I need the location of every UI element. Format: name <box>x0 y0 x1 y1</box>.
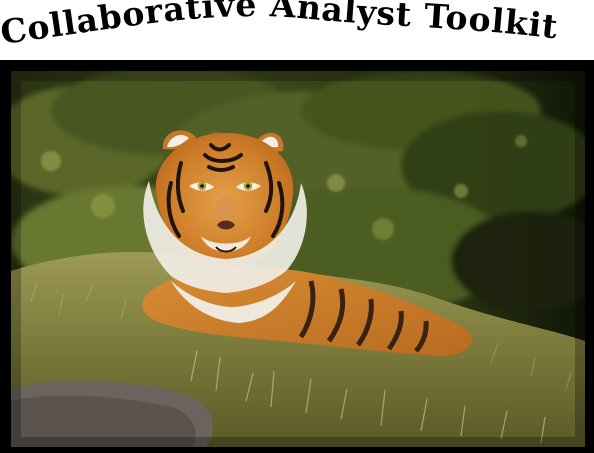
tiger-photo <box>11 71 585 447</box>
page-title: Collaborative Analyst Toolkit <box>0 0 560 52</box>
title-banner: Collaborative Analyst Toolkit <box>0 0 594 60</box>
title-art: Collaborative Analyst Toolkit <box>0 0 560 52</box>
photo-frame <box>0 60 594 453</box>
tiger-photo-art <box>11 71 585 447</box>
page-title-path: Collaborative Analyst Toolkit <box>0 0 559 52</box>
